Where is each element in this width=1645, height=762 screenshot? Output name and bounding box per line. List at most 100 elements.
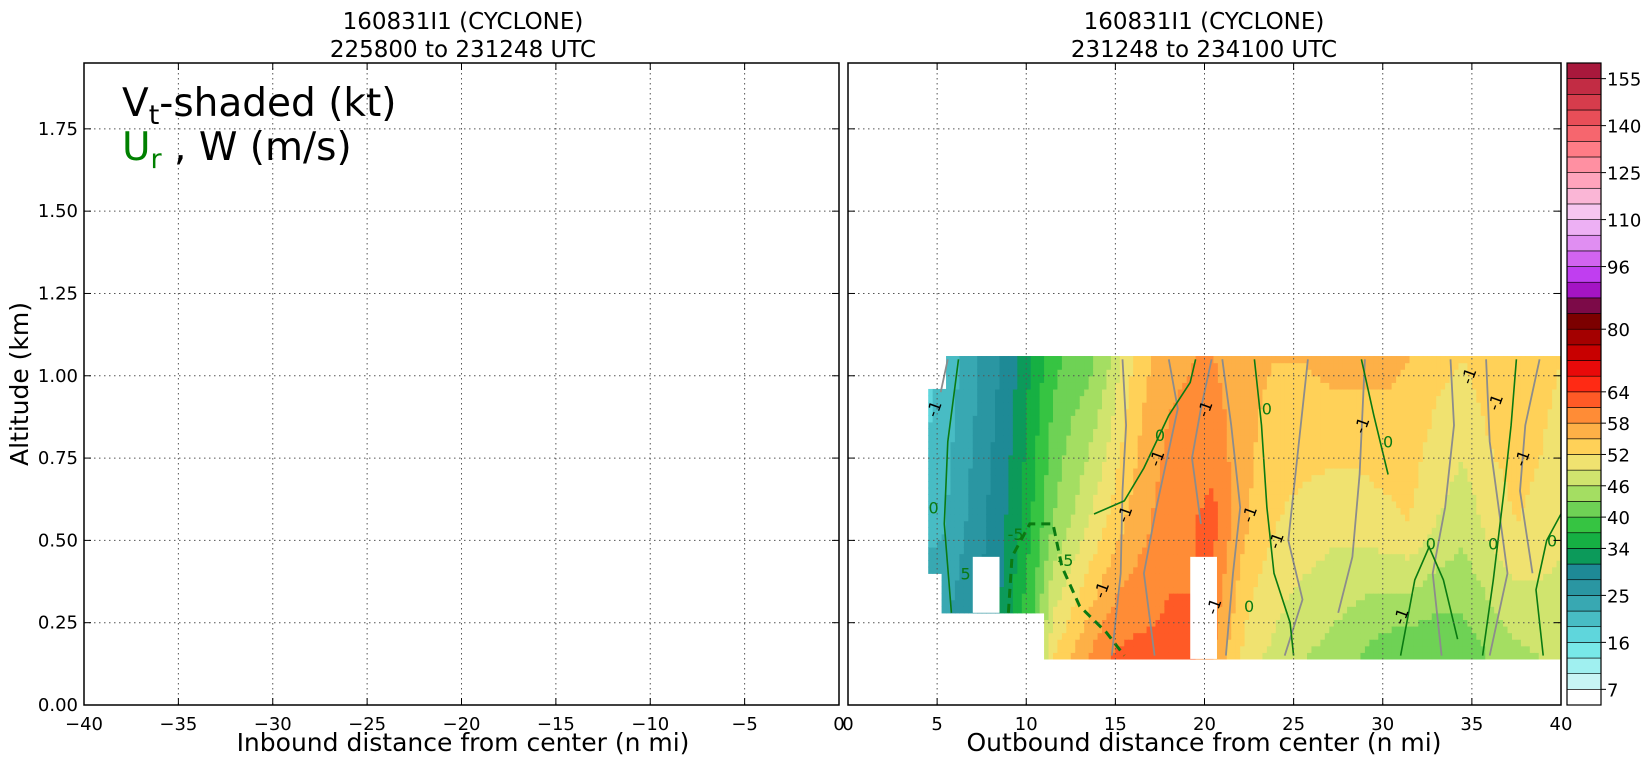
vt-cell xyxy=(946,461,952,469)
vt-cell xyxy=(1008,507,1014,515)
vt-cell xyxy=(1070,527,1076,535)
vt-cell xyxy=(1048,533,1054,541)
vt-cell xyxy=(1119,546,1125,555)
vt-cell xyxy=(1017,553,1023,561)
vt-cell xyxy=(1052,586,1059,594)
vt-cell xyxy=(1066,487,1072,495)
vt-cell xyxy=(1342,632,1348,640)
vt-cell xyxy=(1244,612,1250,620)
vt-cell xyxy=(1342,639,1348,647)
vt-cell xyxy=(1262,402,1268,410)
vt-cell xyxy=(1311,573,1317,581)
vt-cell xyxy=(1191,546,1197,555)
vt-cell xyxy=(941,573,947,581)
vt-cell xyxy=(1061,533,1067,541)
vt-cell xyxy=(1338,474,1344,482)
vt-cell xyxy=(1373,408,1379,416)
vt-cell xyxy=(1088,382,1094,390)
vt-cell xyxy=(1168,573,1174,581)
vt-cell xyxy=(1240,579,1246,588)
vt-cell xyxy=(1347,474,1353,482)
vt-cell xyxy=(1387,507,1393,515)
vt-cell xyxy=(1079,619,1085,627)
vt-cell xyxy=(1173,652,1179,660)
vt-cell xyxy=(1115,586,1121,594)
vt-cell xyxy=(1329,586,1335,594)
vt-cell xyxy=(1142,520,1148,528)
vt-cell xyxy=(1289,625,1295,634)
vt-cell xyxy=(1360,606,1366,614)
vt-cell xyxy=(1106,593,1112,601)
vt-cell xyxy=(1155,533,1161,541)
vt-cell xyxy=(1306,428,1313,436)
vt-cell xyxy=(1115,415,1121,423)
vt-cell xyxy=(1378,533,1384,541)
vt-cell xyxy=(1271,388,1277,397)
vt-cell xyxy=(950,448,956,456)
y-tick-label: 0.25 xyxy=(38,613,78,634)
vt-cell xyxy=(1364,395,1370,403)
vt-cell xyxy=(1021,441,1027,449)
vt-cell xyxy=(954,494,961,502)
vt-cell xyxy=(1164,645,1170,653)
vt-cell xyxy=(1226,474,1232,482)
vt-cell xyxy=(1061,514,1067,522)
vt-cell xyxy=(1124,402,1130,410)
vt-cell xyxy=(1128,566,1134,574)
vt-cell xyxy=(959,573,965,581)
vt-cell xyxy=(1293,507,1299,515)
vt-cell xyxy=(1275,652,1281,660)
vt-cell xyxy=(1044,533,1050,541)
vt-cell xyxy=(972,520,978,528)
vt-cell xyxy=(1048,639,1054,647)
vt-cell xyxy=(1231,500,1237,509)
vt-cell xyxy=(1133,481,1139,489)
vt-cell xyxy=(1164,402,1170,410)
vt-cell xyxy=(1204,546,1210,555)
vt-cell xyxy=(1110,593,1116,601)
vt-cell xyxy=(968,356,974,364)
vt-cell xyxy=(1044,435,1050,443)
vt-cell xyxy=(1400,494,1406,502)
vt-cell xyxy=(1413,428,1419,436)
vt-cell xyxy=(1035,573,1041,581)
vt-cell xyxy=(1266,593,1272,601)
vt-cell xyxy=(1093,553,1099,561)
vt-cell xyxy=(959,566,965,574)
vt-cell xyxy=(1257,481,1264,489)
vt-cell xyxy=(1186,428,1192,436)
vt-cell xyxy=(1021,369,1027,377)
vt-cell xyxy=(1360,428,1366,436)
vt-cell xyxy=(954,388,961,397)
vt-cell xyxy=(1231,487,1237,495)
vt-cell xyxy=(1003,481,1010,489)
vt-cell xyxy=(1302,356,1308,364)
vt-cell xyxy=(1360,579,1366,588)
vt-cell xyxy=(1208,481,1215,489)
vt-cell xyxy=(1088,645,1094,653)
vt-cell xyxy=(1235,402,1241,410)
vt-cell xyxy=(1324,415,1330,423)
vt-cell xyxy=(959,395,965,403)
vt-cell xyxy=(1039,356,1045,364)
vt-cell xyxy=(1373,553,1379,561)
vt-cell xyxy=(1311,428,1317,436)
vt-cell xyxy=(1217,369,1223,377)
vt-cell xyxy=(1320,356,1326,364)
vt-cell xyxy=(1052,553,1059,561)
vt-cell xyxy=(1106,474,1112,482)
vt-cell xyxy=(977,461,983,469)
vt-cell xyxy=(1075,606,1081,614)
vt-cell xyxy=(1075,507,1081,515)
vt-cell xyxy=(1084,606,1090,614)
vt-cell xyxy=(1382,546,1388,555)
vt-cell xyxy=(1338,467,1344,476)
vt-cell xyxy=(1084,356,1090,364)
vt-cell xyxy=(1075,362,1081,370)
vt-cell xyxy=(1102,382,1108,390)
vt-cell xyxy=(1061,428,1067,436)
vt-cell xyxy=(1400,586,1406,594)
vt-cell xyxy=(1186,520,1192,528)
vt-cell xyxy=(1119,619,1125,627)
vt-cell xyxy=(1097,428,1103,436)
